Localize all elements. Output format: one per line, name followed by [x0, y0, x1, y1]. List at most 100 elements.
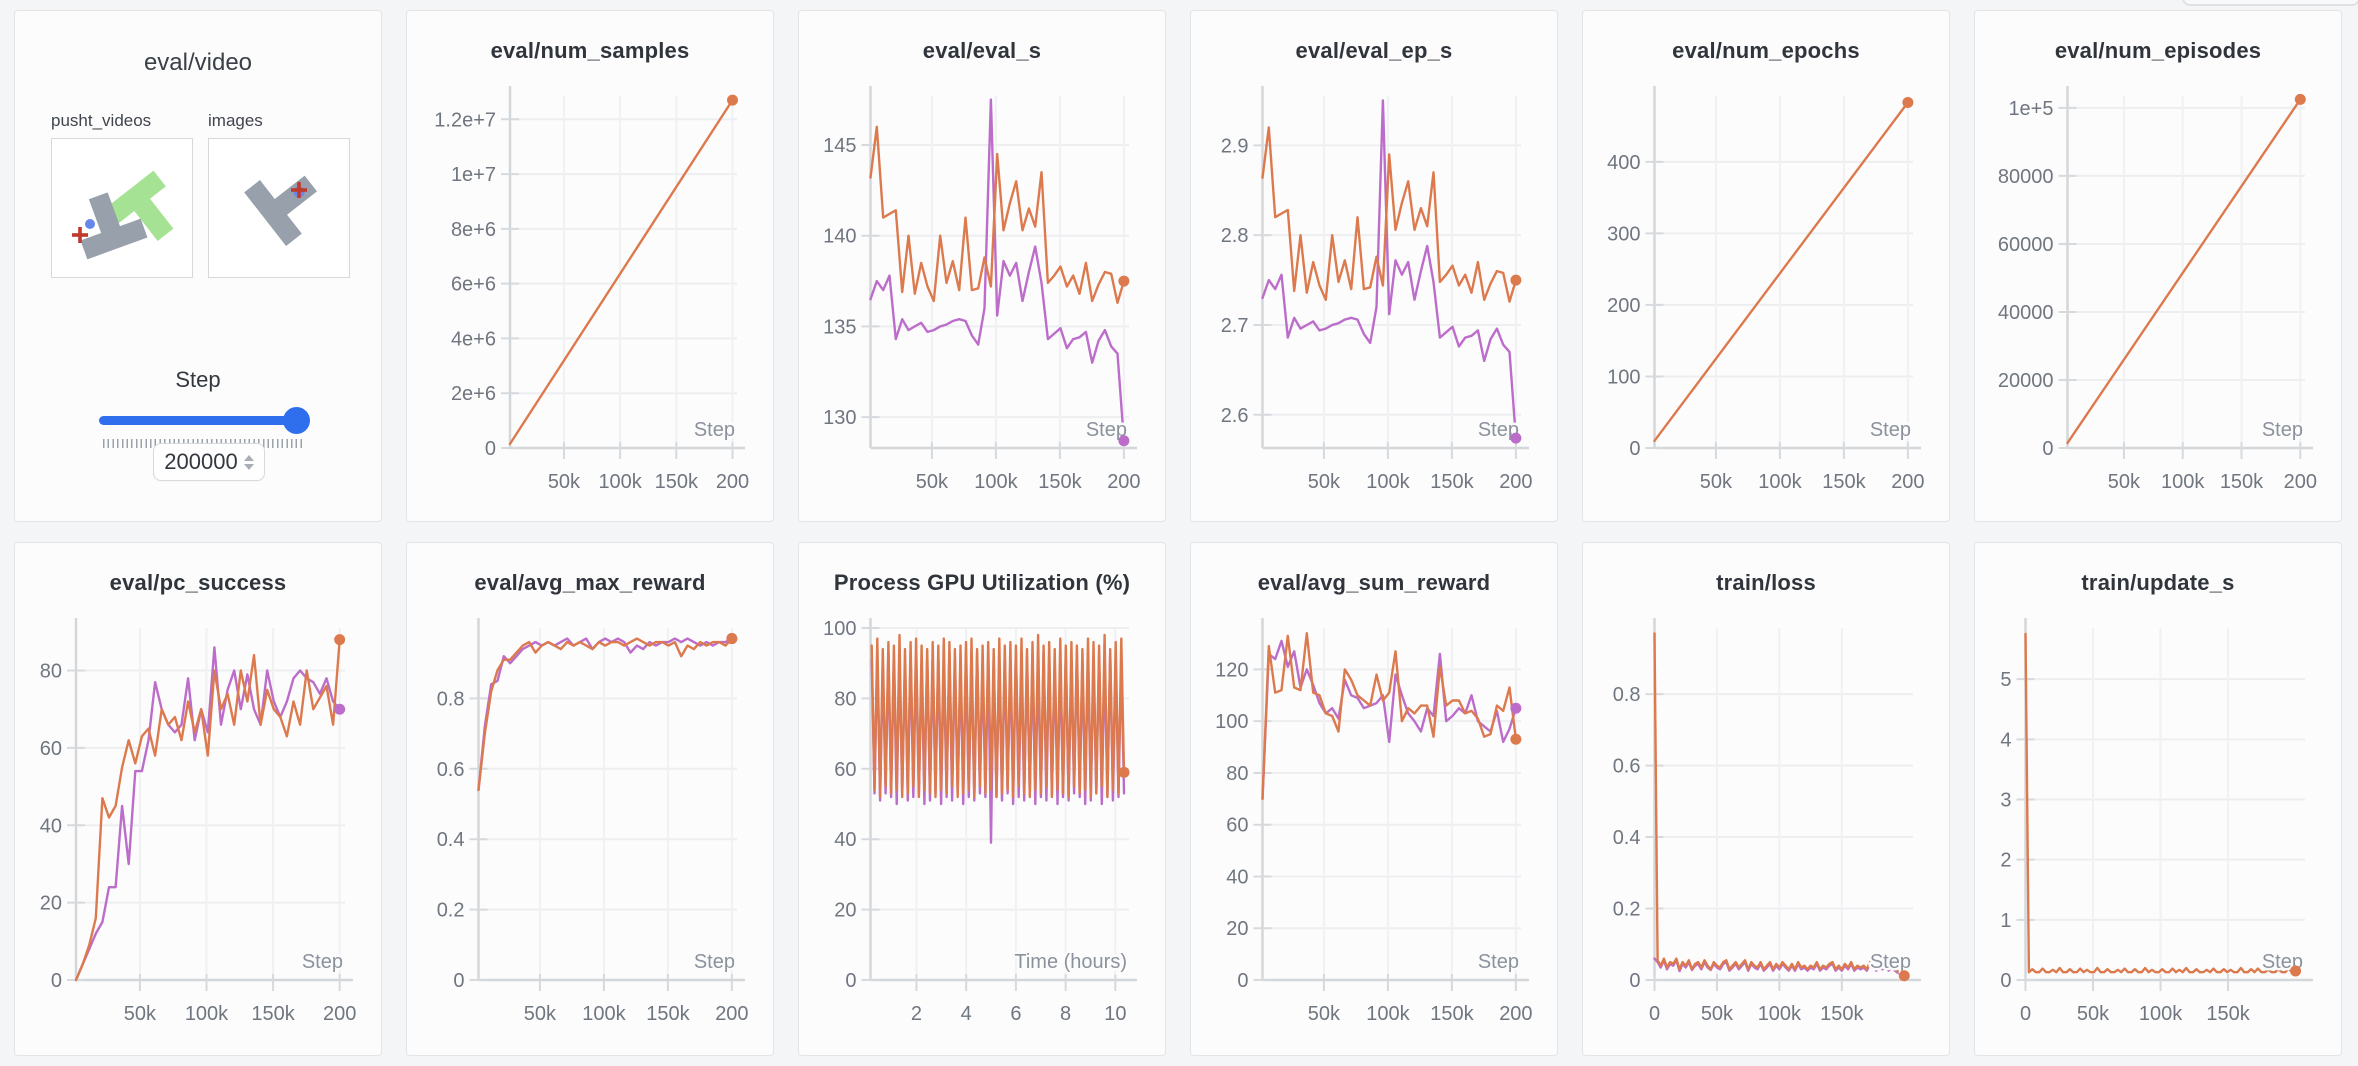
svg-text:120: 120 — [1215, 659, 1248, 681]
svg-text:130: 130 — [823, 407, 856, 429]
panel-train-update-s: train/update_s 0 1 2 3 4 5 0 50k 100k 150k Step — [1974, 542, 2342, 1056]
chart-canvas[interactable]: 0 1 2 3 4 5 0 50k 100k 150k Step — [1975, 598, 2341, 1043]
step-up-icon[interactable] — [243, 454, 254, 461]
svg-text:2.7: 2.7 — [1221, 315, 1249, 337]
chart-canvas[interactable]: 0 20 40 60 80 50k 100k 150k 200 Step — [15, 598, 381, 1043]
panel-title: eval/video — [143, 49, 253, 76]
svg-text:40000: 40000 — [1998, 302, 2054, 324]
svg-text:0.6: 0.6 — [1613, 756, 1641, 778]
svg-text:60: 60 — [1226, 815, 1248, 837]
svg-text:0: 0 — [845, 970, 856, 992]
svg-text:0.8: 0.8 — [1613, 684, 1641, 706]
chart-canvas[interactable]: 0 0.2 0.4 0.6 0.8 0 50k 100k 150k Step — [1583, 598, 1949, 1043]
svg-text:135: 135 — [823, 316, 856, 338]
chart-canvas[interactable]: 130 135 140 145 50k 100k 150k 200 Step — [799, 66, 1165, 511]
svg-text:Step: Step — [1478, 419, 1519, 441]
svg-text:40: 40 — [40, 815, 62, 837]
svg-text:20: 20 — [834, 900, 856, 922]
svg-text:400: 400 — [1607, 152, 1640, 174]
svg-text:200: 200 — [1499, 471, 1532, 493]
svg-text:0: 0 — [1237, 970, 1248, 992]
green-t-block — [106, 170, 174, 241]
svg-text:80000: 80000 — [1998, 166, 2054, 188]
svg-text:150k: 150k — [1822, 471, 1866, 493]
svg-text:6e+6: 6e+6 — [451, 274, 496, 296]
svg-text:0.6: 0.6 — [437, 759, 465, 781]
svg-text:1.2e+7: 1.2e+7 — [434, 109, 496, 131]
panel-train-loss: train/loss 0 0.2 0.4 0.6 0.8 0 50k 100k 150k Step — [1582, 542, 1950, 1056]
svg-text:8e+6: 8e+6 — [451, 219, 496, 241]
step-slider[interactable] — [99, 407, 310, 434]
svg-text:0.4: 0.4 — [1613, 827, 1641, 849]
svg-text:100k: 100k — [2161, 471, 2205, 493]
svg-text:60000: 60000 — [1998, 234, 2054, 256]
svg-text:2: 2 — [2000, 850, 2011, 872]
chart-title: eval/num_samples — [490, 38, 690, 63]
svg-text:100: 100 — [1607, 366, 1640, 388]
svg-text:200: 200 — [1107, 471, 1140, 493]
svg-text:0: 0 — [1629, 970, 1640, 992]
svg-text:Step: Step — [1478, 951, 1519, 973]
chart-canvas[interactable]: 0 20 40 60 80 100 120 50k 100k 150k 200 Step — [1191, 598, 1557, 1043]
svg-text:150k: 150k — [1430, 1003, 1474, 1025]
agent-dot — [85, 219, 95, 229]
chart-canvas[interactable]: 0 20 40 60 80 100 2 4 6 8 10 Time (hours) — [799, 598, 1165, 1043]
slider-track[interactable] — [99, 416, 304, 425]
svg-text:150k: 150k — [2206, 1003, 2250, 1025]
panel-eval-pc-success: eval/pc_success 0 20 40 60 80 50k 100k 150k 200 S… — [14, 542, 382, 1056]
chart-canvas[interactable]: 2.6 2.7 2.8 2.9 50k 100k 150k 200 Step — [1191, 66, 1557, 511]
svg-text:100: 100 — [1215, 711, 1248, 733]
svg-text:3: 3 — [2000, 789, 2011, 811]
svg-text:1e+7: 1e+7 — [451, 164, 496, 186]
chart-canvas[interactable]: 0 20000 40000 60000 80000 1e+5 50k 100k 150k 200 S… — [1975, 66, 2341, 511]
svg-text:145: 145 — [823, 135, 856, 157]
svg-text:4e+6: 4e+6 — [451, 328, 496, 350]
svg-text:150k: 150k — [1820, 1003, 1864, 1025]
target-cross-icon — [291, 182, 307, 198]
svg-text:60: 60 — [40, 738, 62, 760]
svg-text:150k: 150k — [251, 1003, 295, 1025]
chart-canvas[interactable]: 0 0.2 0.4 0.6 0.8 50k 100k 150k 200 Step — [407, 598, 773, 1043]
svg-text:150k: 150k — [2220, 471, 2264, 493]
svg-text:2.8: 2.8 — [1221, 225, 1249, 247]
svg-text:Step: Step — [694, 951, 735, 973]
gray-t-block — [80, 192, 148, 260]
chart-title: train/loss — [1716, 570, 1816, 595]
chart-canvas[interactable]: 0 100 200 300 400 50k 100k 150k 200 Step — [1583, 66, 1949, 511]
svg-text:50k: 50k — [124, 1003, 157, 1025]
svg-text:100k: 100k — [598, 471, 642, 493]
svg-text:150k: 150k — [655, 471, 699, 493]
svg-text:300: 300 — [1607, 223, 1640, 245]
svg-text:200: 200 — [1499, 1003, 1532, 1025]
svg-text:50k: 50k — [1308, 471, 1341, 493]
svg-text:0.2: 0.2 — [437, 900, 465, 922]
partial-panel-above — [2182, 0, 2358, 6]
step-input[interactable]: 200000 — [153, 443, 265, 481]
svg-text:10: 10 — [1104, 1003, 1126, 1025]
svg-text:1: 1 — [2000, 910, 2011, 932]
stepper-arrows[interactable] — [243, 454, 254, 470]
svg-text:150k: 150k — [646, 1003, 690, 1025]
panel-eval-num-episodes: eval/num_episodes 0 20000 40000 60000 80000 1… — [1974, 10, 2342, 522]
svg-text:200: 200 — [323, 1003, 356, 1025]
chart-canvas[interactable]: 0 2e+6 4e+6 6e+6 8e+6 1e+7 1.2e+7 50k 100k 150k 20… — [407, 66, 773, 511]
video-thumbnail-pusht-videos[interactable] — [51, 138, 193, 278]
svg-text:0: 0 — [51, 970, 62, 992]
svg-text:0: 0 — [1629, 438, 1640, 460]
svg-text:150k: 150k — [1430, 471, 1474, 493]
step-down-icon[interactable] — [243, 463, 254, 470]
svg-text:100k: 100k — [582, 1003, 626, 1025]
svg-text:20: 20 — [1226, 918, 1248, 940]
slider-thumb[interactable] — [283, 407, 310, 434]
video-thumbnail-images[interactable] — [208, 138, 350, 278]
panel-eval-avg-max-reward: eval/avg_max_reward 0 0.2 0.4 0.6 0.8 50k 100k… — [406, 542, 774, 1056]
svg-text:0: 0 — [485, 438, 496, 460]
svg-text:20000: 20000 — [1998, 370, 2054, 392]
svg-text:1e+5: 1e+5 — [2008, 98, 2053, 120]
images-scene-image — [244, 175, 317, 246]
step-value: 200000 — [164, 449, 238, 474]
svg-text:150k: 150k — [1038, 471, 1082, 493]
chart-title: eval/eval_ep_s — [1295, 38, 1453, 63]
svg-text:140: 140 — [823, 226, 856, 248]
panel-eval-video: eval/video pusht_videos images — [14, 10, 382, 522]
